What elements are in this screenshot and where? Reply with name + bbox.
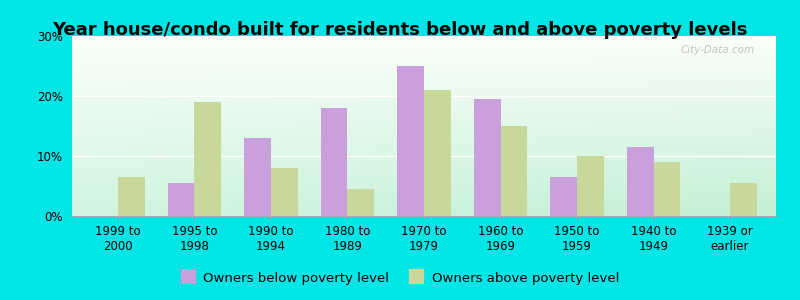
Bar bbox=[244, 138, 271, 216]
Bar bbox=[347, 189, 374, 216]
Bar bbox=[398, 66, 424, 216]
Bar bbox=[271, 168, 298, 216]
Bar bbox=[168, 183, 194, 216]
Text: City-Data.com: City-Data.com bbox=[681, 45, 755, 55]
Bar bbox=[654, 162, 680, 216]
Bar bbox=[550, 177, 577, 216]
Bar bbox=[118, 177, 145, 216]
Bar bbox=[194, 102, 222, 216]
Bar bbox=[424, 90, 450, 216]
Text: Year house/condo built for residents below and above poverty levels: Year house/condo built for residents bel… bbox=[52, 21, 748, 39]
Bar bbox=[577, 156, 604, 216]
Bar bbox=[626, 147, 654, 216]
Bar bbox=[474, 99, 501, 216]
Bar bbox=[321, 108, 347, 216]
Bar bbox=[501, 126, 527, 216]
Legend: Owners below poverty level, Owners above poverty level: Owners below poverty level, Owners above… bbox=[176, 267, 624, 290]
Bar bbox=[730, 183, 757, 216]
